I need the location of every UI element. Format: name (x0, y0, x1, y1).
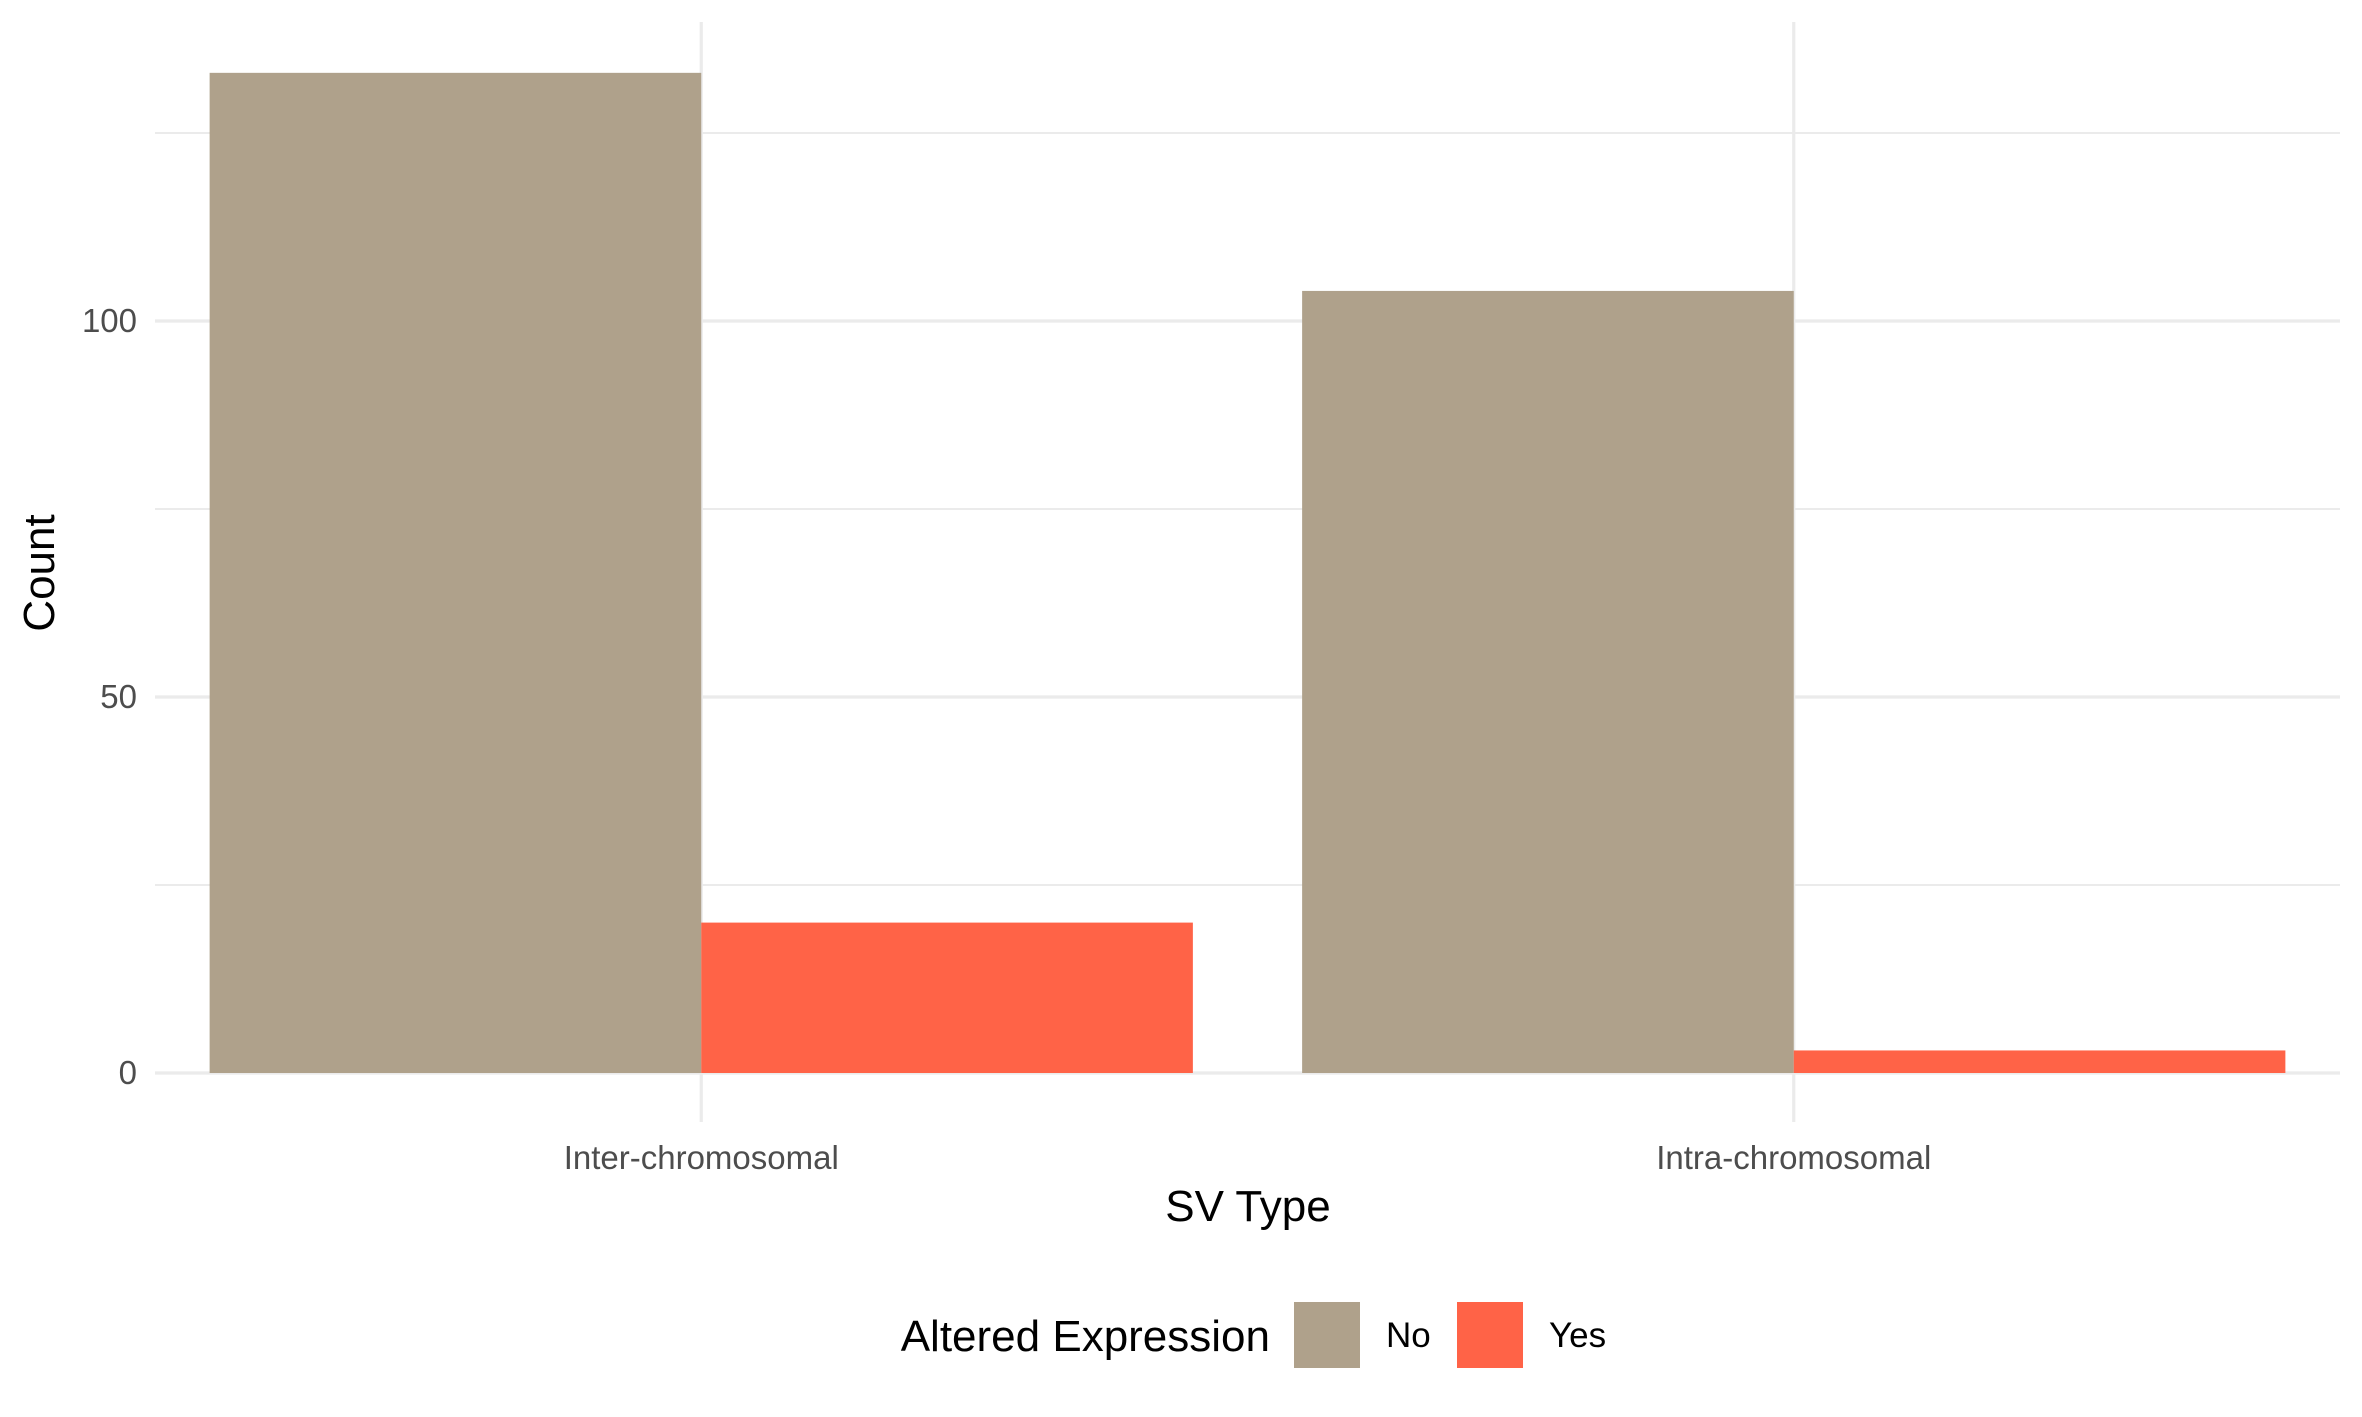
legend-label: No (1386, 1316, 1431, 1355)
legend-items: No Yes (1294, 1302, 1606, 1368)
legend-key (1457, 1302, 1523, 1368)
bars-layer (209, 72, 2286, 1074)
y-tick-label: 100 (82, 302, 137, 339)
legend-title: Altered Expression (901, 1312, 1270, 1361)
legend: Altered Expression No Yes (901, 1302, 1606, 1368)
y-axis-ticks: 0 50 100 (82, 302, 137, 1091)
x-tick-label: Intra-chromosomal (1656, 1139, 1931, 1176)
bar (1302, 290, 1794, 1073)
bar (209, 72, 702, 1074)
bar (1793, 1050, 2286, 1073)
y-axis-title: Count (15, 514, 64, 631)
legend-key (1294, 1302, 1360, 1368)
x-tick-label: Inter-chromosomal (564, 1139, 839, 1176)
x-axis-title: SV Type (1165, 1182, 1331, 1231)
y-tick-label: 50 (100, 678, 137, 715)
x-axis-ticks: Inter-chromosomal Intra-chromosomal (564, 1139, 1932, 1176)
legend-label: Yes (1549, 1316, 1606, 1355)
y-tick-label: 0 (119, 1054, 137, 1091)
bar (701, 922, 1193, 1073)
